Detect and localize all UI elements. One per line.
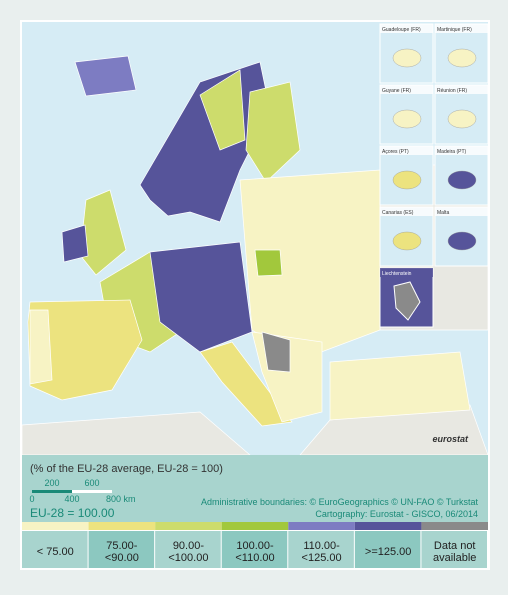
legend: < 75.00 75.00-<90.0090.00-<100.00100.00-<… xyxy=(22,522,488,568)
scale-label: 200 xyxy=(44,478,59,488)
inset-label: Réunion (FR) xyxy=(437,88,467,94)
scale-label: 0 xyxy=(29,494,34,504)
land xyxy=(21,55,489,456)
legend-label: Data not xyxy=(434,540,476,552)
legend-label: <100.00 xyxy=(168,552,208,564)
legend-swatch xyxy=(354,522,422,530)
legend-label: <125.00 xyxy=(302,552,342,564)
legend-label: 110.00- xyxy=(303,540,340,552)
legend-swatch xyxy=(155,522,222,530)
inset-label-bg xyxy=(380,24,433,33)
legend-label: <110.00 xyxy=(235,552,274,564)
credit: Administrative boundaries: © EuroGeograp… xyxy=(201,497,479,507)
inset-label: Canarias (ES) xyxy=(382,210,414,216)
inset-land xyxy=(447,109,477,129)
inset-label: Guyane (FR) xyxy=(382,88,411,94)
legend-swatch xyxy=(421,522,488,530)
scale-bar xyxy=(72,490,112,493)
scale-label: 400 xyxy=(64,494,79,504)
credit: Cartography: Eurostat - GISCO, 06/2014 xyxy=(315,509,478,519)
inset-label-bg xyxy=(380,268,433,277)
inset-label: Liechtenstein xyxy=(382,271,412,277)
inset-label-bg xyxy=(435,207,488,216)
inset-label: Guadeloupe (FR) xyxy=(382,27,421,33)
legend-swatch xyxy=(88,522,156,530)
legend-cell xyxy=(221,531,288,568)
legend-cell xyxy=(288,531,354,568)
legend-label: <90.00 xyxy=(105,552,139,564)
inset-label-bg xyxy=(380,207,433,216)
inset-land xyxy=(392,109,422,129)
legend-label: 100.00- xyxy=(236,540,274,552)
inset-label: Martinique (FR) xyxy=(437,27,472,33)
inset-land xyxy=(392,231,422,251)
inset-label-bg xyxy=(380,146,433,155)
inset-land xyxy=(392,48,422,68)
scale-label: 800 km xyxy=(106,494,136,504)
scale-bar xyxy=(32,490,72,493)
legend-cell xyxy=(88,531,155,568)
inset-land xyxy=(393,281,421,321)
legend-cell xyxy=(354,531,421,568)
legend-label: >=125.00 xyxy=(365,546,412,558)
inset-label: Açores (PT) xyxy=(382,149,409,155)
legend-cell xyxy=(155,531,221,568)
legend-cell xyxy=(22,531,88,568)
logo: eurostat xyxy=(432,434,469,444)
legend-cell xyxy=(421,531,487,568)
scale-label: 600 xyxy=(84,478,99,488)
subtitle: (% of the EU-28 average, EU-28 = 100) xyxy=(30,463,223,475)
inset-land xyxy=(447,170,477,190)
info-box xyxy=(22,455,488,522)
inset-land xyxy=(447,48,477,68)
inset-land xyxy=(392,170,422,190)
legend-label: 75.00- xyxy=(106,540,138,552)
legend-label: < 75.00 xyxy=(37,546,74,558)
inset-land xyxy=(447,231,477,251)
legend-swatch xyxy=(22,522,89,530)
reference: EU-28 = 100.00 xyxy=(30,506,115,520)
inset-label-bg xyxy=(435,146,488,155)
legend-label: 90.00- xyxy=(173,540,205,552)
legend-swatch xyxy=(288,522,355,530)
inset-label-bg xyxy=(435,85,488,94)
inset-label-bg xyxy=(435,24,488,33)
legend-swatch xyxy=(221,522,289,530)
inset-label: Malta xyxy=(437,210,449,216)
legend-label: available xyxy=(433,552,476,564)
inset-label-bg xyxy=(380,85,433,94)
inset-label: Madeira (PT) xyxy=(437,149,467,155)
insets: Guadeloupe (FR) Martinique (FR) Guyane (FR… xyxy=(379,23,489,328)
